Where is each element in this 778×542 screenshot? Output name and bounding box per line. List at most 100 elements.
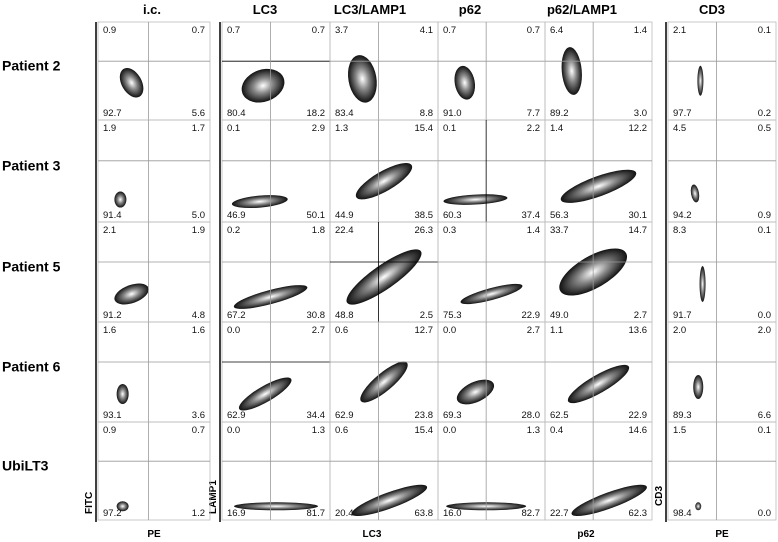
quadrant-value: 0.9 (758, 210, 771, 221)
quadrant-value: 3.0 (634, 108, 647, 119)
column-header: i.c. (143, 2, 161, 17)
column-header: p62/LAMP1 (547, 2, 617, 17)
event-density (114, 283, 149, 305)
quadrant-value: 2.7 (527, 325, 540, 336)
quadrant-value: 18.2 (307, 108, 326, 119)
quadrant-value: 0.2 (758, 108, 771, 119)
quadrant-value: 16.9 (227, 508, 246, 519)
quadrant-value: 0.9 (103, 425, 116, 436)
event-density (355, 163, 413, 200)
quadrant-value: 92.7 (103, 108, 122, 119)
quadrant-value: 33.7 (550, 225, 569, 236)
quadrant-value: 23.8 (415, 410, 434, 421)
event-density (351, 484, 428, 517)
quadrant-value: 1.4 (550, 123, 563, 134)
quadrant-value: 75.3 (443, 310, 462, 321)
quadrant-value: 2.1 (673, 25, 686, 36)
event-density (116, 501, 129, 512)
quadrant-value: 48.8 (335, 310, 354, 321)
quadrant-value: 12.7 (415, 325, 434, 336)
quadrant-value: 22.9 (522, 310, 541, 321)
plot-frame (667, 221, 777, 323)
event-density (460, 283, 523, 305)
quadrant-value: 0.1 (758, 25, 771, 36)
quadrant-value: 1.2 (192, 508, 205, 519)
column-header: p62 (459, 2, 481, 17)
quadrant-value: 89.3 (673, 410, 692, 421)
plot-frame (667, 421, 777, 521)
quadrant-value: 46.9 (227, 210, 246, 221)
quadrant-value: 98.4 (673, 508, 692, 519)
event-density (116, 384, 129, 404)
quadrant-value: 7.7 (527, 108, 540, 119)
row-label: UbiLT3 (2, 458, 49, 474)
quadrant-value: 30.1 (629, 210, 648, 221)
quadrant-value: 5.0 (192, 210, 205, 221)
quadrant-value: 22.9 (629, 410, 648, 421)
quadrant-value: 0.7 (227, 25, 240, 36)
quadrant-value: 1.7 (192, 123, 205, 134)
plot-frame (667, 321, 777, 423)
quadrant-value: 1.3 (335, 123, 348, 134)
event-density (347, 55, 377, 103)
plot-frame (437, 119, 546, 223)
quadrant-value: 12.2 (629, 123, 648, 134)
quadrant-value: 0.0 (758, 508, 771, 519)
quadrant-value: 0.2 (227, 225, 240, 236)
quadrant-value: 67.2 (227, 310, 246, 321)
quadrant-value: 89.2 (550, 108, 569, 119)
event-density (114, 191, 127, 208)
plot-frame (97, 421, 211, 521)
quadrant-value: 1.9 (192, 225, 205, 236)
plot-frame (97, 321, 211, 423)
quadrant-value: 2.9 (312, 123, 325, 134)
plot-frame (97, 221, 211, 323)
quadrant-value: 82.7 (522, 508, 541, 519)
event-density (443, 194, 508, 205)
quadrant-value: 0.0 (227, 425, 240, 436)
x-axis-label: PE (715, 529, 729, 540)
quadrant-value: 15.4 (415, 425, 434, 436)
x-axis-label: LC3 (363, 529, 382, 540)
event-density (231, 195, 288, 209)
quadrant-value: 28.0 (522, 410, 541, 421)
event-density (571, 484, 647, 517)
quadrant-value: 62.9 (227, 410, 246, 421)
quadrant-value: 3.6 (192, 410, 205, 421)
column-header: CD3 (699, 2, 725, 17)
quadrant-value: 0.7 (527, 25, 540, 36)
y-axis-label: LAMP1 (208, 480, 219, 514)
y-axis-label: FITC (84, 492, 95, 514)
plot-frame (544, 421, 653, 521)
quadrant-value: 80.4 (227, 108, 246, 119)
x-axis-label: p62 (577, 529, 595, 540)
quadrant-value: 3.7 (335, 25, 348, 36)
quadrant-value: 0.6 (335, 425, 348, 436)
event-density (234, 502, 318, 511)
quadrant-value: 1.3 (312, 425, 325, 436)
quadrant-value: 0.5 (758, 123, 771, 134)
quadrant-value: 37.4 (522, 210, 541, 221)
quadrant-value: 0.0 (443, 325, 456, 336)
quadrant-value: 1.3 (527, 425, 540, 436)
quadrant-value: 6.6 (758, 410, 771, 421)
quadrant-value: 91.0 (443, 108, 462, 119)
quadrant-value: 2.0 (758, 325, 771, 336)
event-density (693, 375, 704, 399)
event-density (567, 364, 630, 404)
plot-frame (329, 21, 439, 121)
row-label: Patient 2 (2, 58, 61, 74)
quadrant-value: 1.5 (673, 425, 686, 436)
quadrant-value: 62.9 (335, 410, 354, 421)
quadrant-value: 1.4 (527, 225, 540, 236)
plot-frame (544, 21, 653, 121)
event-density (690, 184, 700, 203)
quadrant-value: 0.1 (443, 123, 456, 134)
quadrant-value: 34.4 (307, 410, 326, 421)
event-density (695, 502, 702, 511)
quadrant-value: 0.1 (758, 225, 771, 236)
event-density (360, 361, 408, 403)
quadrant-value: 4.8 (192, 310, 205, 321)
quadrant-value: 56.3 (550, 210, 569, 221)
